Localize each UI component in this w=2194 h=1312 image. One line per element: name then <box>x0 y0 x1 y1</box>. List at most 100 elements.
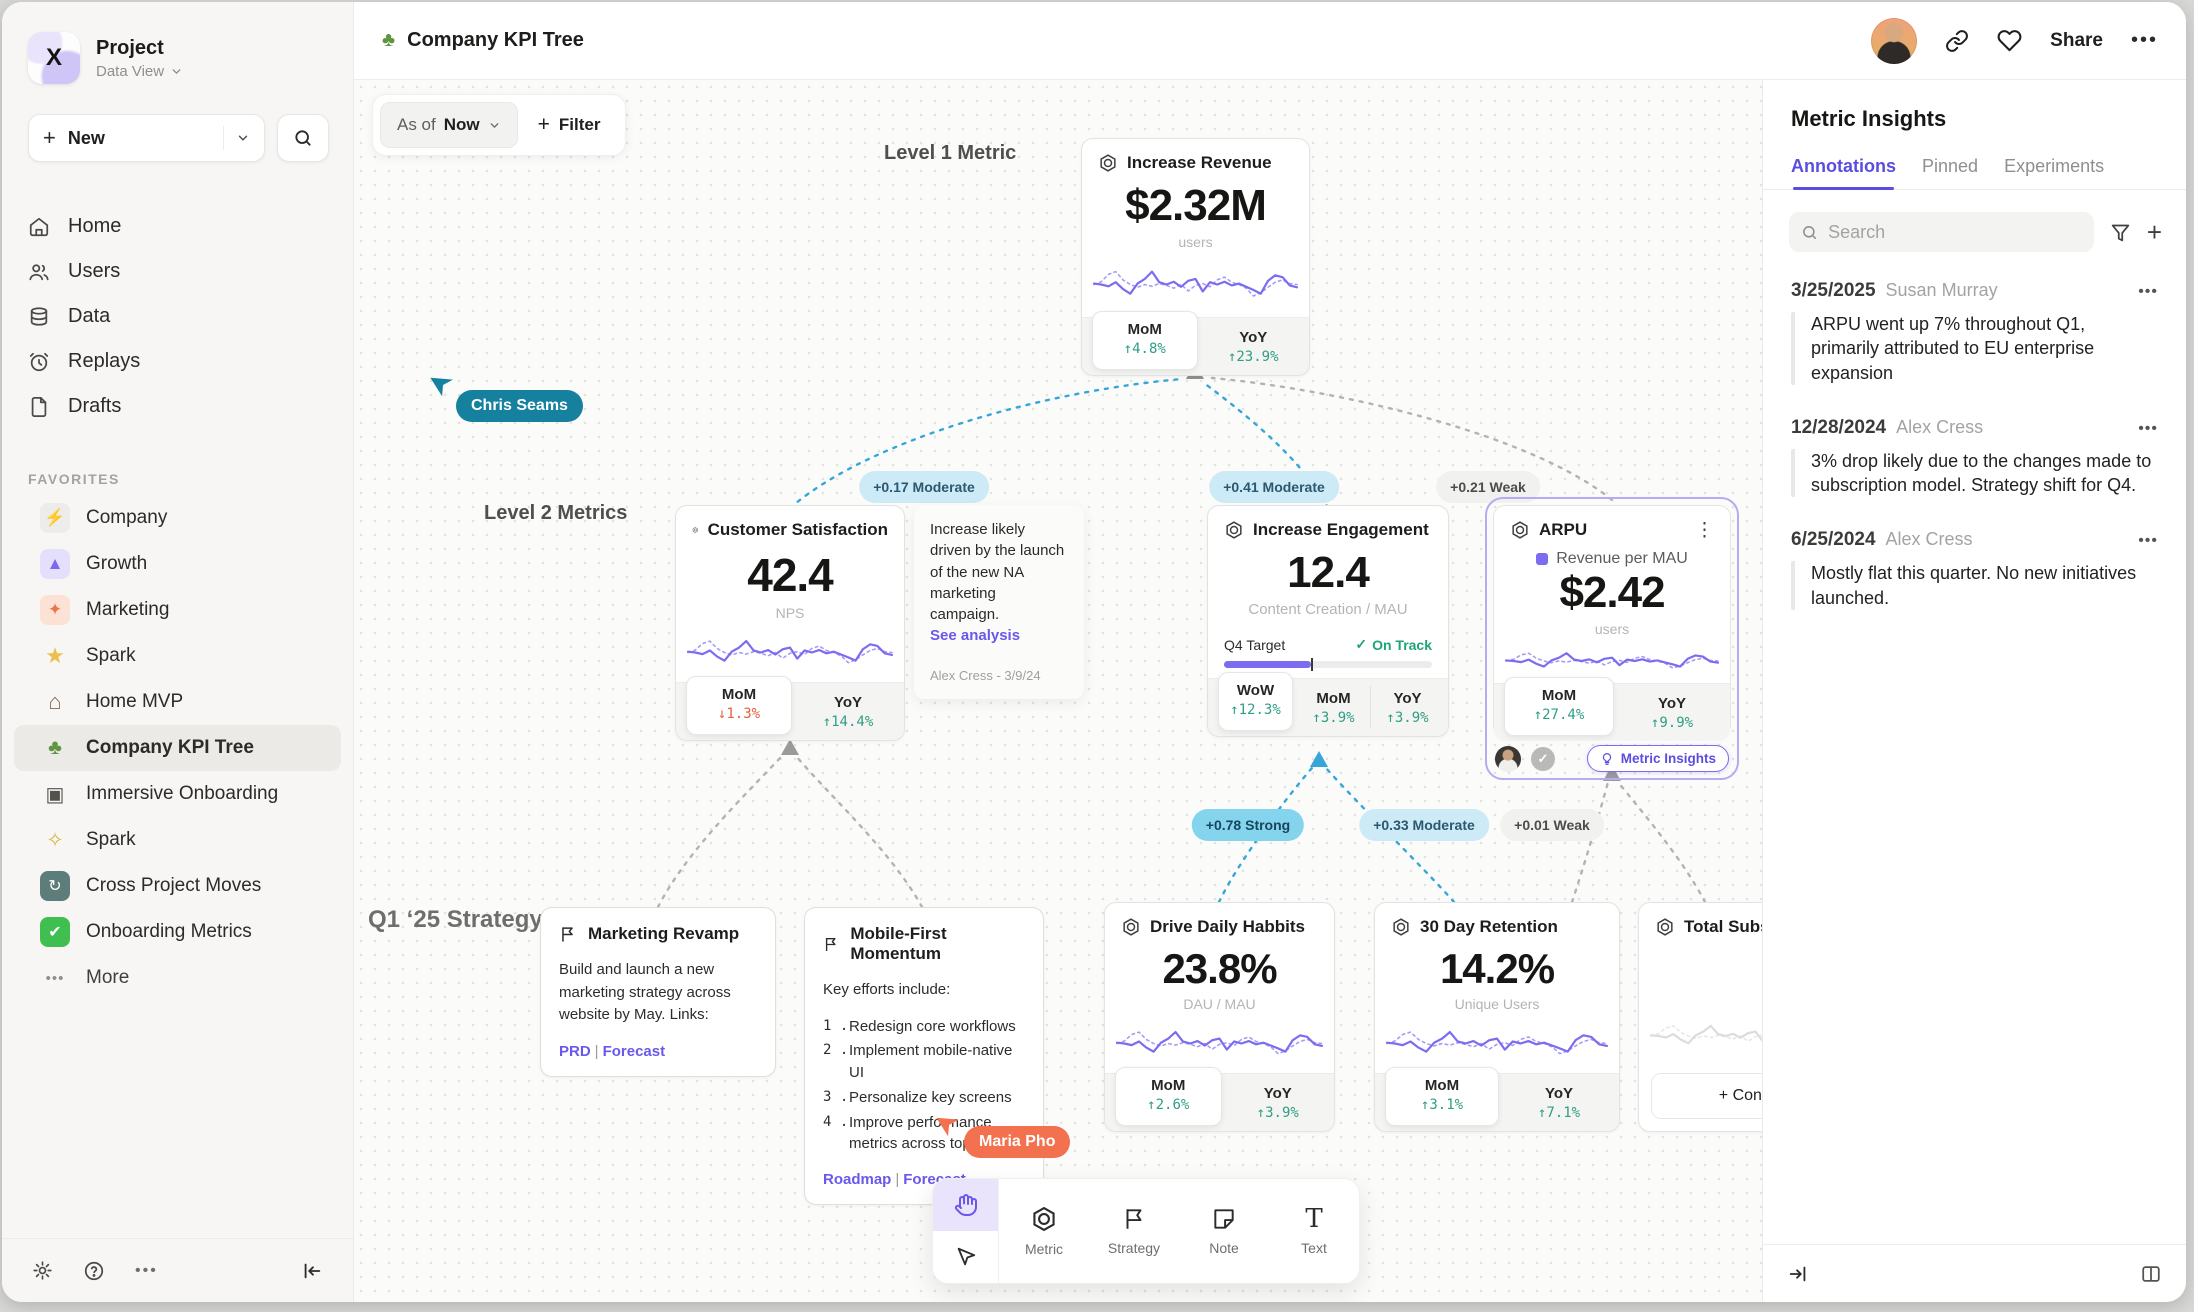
chevron-down-icon[interactable] <box>236 131 250 145</box>
sidebar-item-more[interactable]: ••• More <box>14 955 341 1001</box>
tree-icon: ♣ <box>48 736 62 759</box>
sidebar-item-spark[interactable]: ★ Spark <box>14 633 341 679</box>
strategy-tool-button[interactable]: Strategy <box>1089 1179 1179 1283</box>
sidebar: X Project Data View + New <box>2 2 354 1302</box>
collapse-panel-button[interactable] <box>1787 1263 1809 1285</box>
select-tool-button[interactable] <box>933 1231 998 1283</box>
tab-pinned[interactable]: Pinned <box>1922 156 1979 176</box>
sidebar-item-company-kpi-tree[interactable]: ♣ Company KPI Tree <box>14 725 341 771</box>
kpi-tree-canvas[interactable]: As of Now + Filter Level 1 Metric Level … <box>354 80 1762 1302</box>
sidebar-item-growth[interactable]: ▲ Growth <box>14 541 341 587</box>
metric-card-30-day-retention[interactable]: 30 Day Retention 14.2% Unique Users MoM … <box>1374 902 1620 1132</box>
company-icon: ⚡ <box>40 503 70 533</box>
yoy-cell[interactable]: YoY ↑3.9% <box>1256 1085 1299 1121</box>
metric-card-arpu-selected[interactable]: ARPU ⋮ Revenue per MAU $2.42 users Mo <box>1485 497 1739 780</box>
sidebar-item-company[interactable]: ⚡ Company <box>14 495 341 541</box>
project-view-switcher[interactable]: Data View <box>96 63 183 80</box>
connect-data-button[interactable]: + Connect <box>1651 1073 1762 1119</box>
annotation-menu-button[interactable]: ••• <box>2138 532 2158 550</box>
copy-link-button[interactable] <box>1945 29 1969 53</box>
split-panel-button[interactable] <box>2140 1263 2162 1285</box>
tab-annotations[interactable]: Annotations <box>1791 156 1896 190</box>
see-analysis-link[interactable]: See analysis <box>930 627 1021 645</box>
mom-cell[interactable]: MoM ↑2.6% <box>1115 1067 1222 1126</box>
yoy-cell[interactable]: YoY ↑9.9% <box>1650 695 1694 731</box>
wow-cell[interactable]: WoW ↑12.3% <box>1218 672 1293 731</box>
annotator-avatar <box>1495 745 1521 772</box>
link-icon <box>1946 29 1969 52</box>
help-button[interactable] <box>83 1260 105 1282</box>
note-card[interactable]: Increase likely driven by the launch of … <box>914 505 1084 700</box>
sidebar-item-drafts[interactable]: Drafts <box>2 384 353 429</box>
as-of-dropdown[interactable]: As of Now <box>380 102 518 148</box>
roadmap-link[interactable]: Roadmap <box>823 1171 892 1188</box>
metric-card-drive-daily-habbits[interactable]: Drive Daily Habbits 23.8% DAU / MAU MoM … <box>1104 902 1335 1132</box>
annotation-item[interactable]: 12/28/2024 Alex Cress ••• 3% drop likely… <box>1791 417 2158 498</box>
sidebar-item-users[interactable]: Users <box>2 249 353 294</box>
strategy-card-mobile-first-momentum[interactable]: Mobile-First Momentum Key efforts includ… <box>804 907 1044 1205</box>
metric-insights-pill-button[interactable]: Metric Insights <box>1586 745 1729 772</box>
sidebar-search-button[interactable] <box>277 114 329 162</box>
search-input[interactable] <box>1828 221 2082 243</box>
share-button[interactable]: Share <box>2050 29 2103 51</box>
metric-card-total-subscriptions[interactable]: Total Subscript + Connect <box>1638 902 1762 1132</box>
metric-card-increase-revenue[interactable]: Increase Revenue $2.32M users MoM ↑4.8% … <box>1081 138 1310 376</box>
metric-tool-button[interactable]: Metric <box>999 1179 1089 1283</box>
card-menu-button[interactable]: ⋮ <box>1695 519 1714 541</box>
metric-card-customer-satisfaction[interactable]: Customer Satisfaction 42.4 NPS MoM ↓1.3%… <box>675 505 905 741</box>
add-annotation-button[interactable]: + <box>2146 216 2162 247</box>
annotation-menu-button[interactable]: ••• <box>2138 419 2158 437</box>
hand-tool-button[interactable] <box>933 1179 998 1231</box>
prd-link[interactable]: PRD <box>559 1042 591 1060</box>
mom-cell[interactable]: MoM ↑4.8% <box>1092 311 1198 370</box>
insights-footer <box>1763 1244 2186 1302</box>
yoy-cell[interactable]: YoY ↑23.9% <box>1227 329 1279 365</box>
text-tool-button[interactable]: T Text <box>1301 1204 1327 1256</box>
flag-icon <box>562 926 573 942</box>
metric-value: $2.42 <box>1559 568 1665 617</box>
sidebar-item-home[interactable]: Home <box>2 204 353 249</box>
mom-cell[interactable]: MoM ↓1.3% <box>686 676 792 735</box>
yoy-cell[interactable]: YoY ↑3.9% <box>1370 686 1444 728</box>
mom-cell[interactable]: MoM ↑3.9% <box>1312 690 1355 726</box>
annotations-search[interactable] <box>1789 212 2094 252</box>
note-tool-button[interactable]: Note <box>1179 1179 1269 1283</box>
mom-cell[interactable]: MoM ↑27.4% <box>1504 677 1614 736</box>
sidebar-item-replays[interactable]: Replays <box>2 339 353 384</box>
collapse-sidebar-button[interactable] <box>301 1260 323 1282</box>
yoy-cell[interactable]: YoY ↑7.1% <box>1537 1085 1581 1121</box>
flag-icon <box>825 937 836 951</box>
more-menu-button[interactable]: ••• <box>2130 29 2158 51</box>
metric-hexagon-icon <box>1226 521 1242 539</box>
mom-cell[interactable]: MoM ↑3.1% <box>1385 1067 1499 1126</box>
strategy-card-marketing-revamp[interactable]: Marketing Revamp Build and launch a new … <box>540 907 776 1077</box>
new-button[interactable]: + New <box>28 114 265 162</box>
favorites-list: ⚡ Company ▲ Growth ✦ Marketing ★ Spark ⌂… <box>2 495 353 1238</box>
user-avatar[interactable] <box>1871 17 1918 64</box>
add-filter-button[interactable]: + Filter <box>537 113 601 136</box>
question-icon <box>84 1261 104 1280</box>
sidebar-item-data[interactable]: Data <box>2 294 353 339</box>
yoy-cell[interactable]: YoY ↑14.4% <box>822 694 874 730</box>
metric-card-increase-engagement[interactable]: Increase Engagement 12.4 Content Creatio… <box>1207 505 1449 737</box>
sidebar-item-home-mvp[interactable]: ⌂ Home MVP <box>14 679 341 725</box>
sidebar-item-spark-2[interactable]: ✧ Spark <box>14 817 341 863</box>
metric-footer: MoM ↑27.4% YoY ↑9.9% <box>1494 677 1730 741</box>
settings-button[interactable] <box>32 1260 53 1281</box>
cursor-arrow-icon <box>936 1117 959 1137</box>
sidebar-more-button[interactable]: ••• <box>135 1261 158 1279</box>
project-header[interactable]: X Project Data View <box>2 2 353 84</box>
search-icon <box>1803 225 1817 239</box>
tab-experiments[interactable]: Experiments <box>2004 156 2105 176</box>
forecast-link[interactable]: Forecast <box>602 1042 666 1060</box>
on-track-status: ✓ On Track <box>1355 636 1432 653</box>
annotation-item[interactable]: 3/25/2025 Susan Murray ••• ARPU went up … <box>1791 280 2158 385</box>
favorite-button[interactable] <box>1997 28 2022 53</box>
sidebar-item-onboarding-metrics[interactable]: ✔ Onboarding Metrics <box>14 909 341 955</box>
sidebar-item-cross-project-moves[interactable]: ↻ Cross Project Moves <box>14 863 341 909</box>
sidebar-item-immersive-onboarding[interactable]: ▣ Immersive Onboarding <box>14 771 341 817</box>
annotation-menu-button[interactable]: ••• <box>2138 283 2158 300</box>
filter-annotations-button[interactable] <box>2110 222 2131 243</box>
sidebar-item-marketing[interactable]: ✦ Marketing <box>14 587 341 633</box>
annotation-item[interactable]: 6/25/2024 Alex Cress ••• Mostly flat thi… <box>1791 529 2158 611</box>
